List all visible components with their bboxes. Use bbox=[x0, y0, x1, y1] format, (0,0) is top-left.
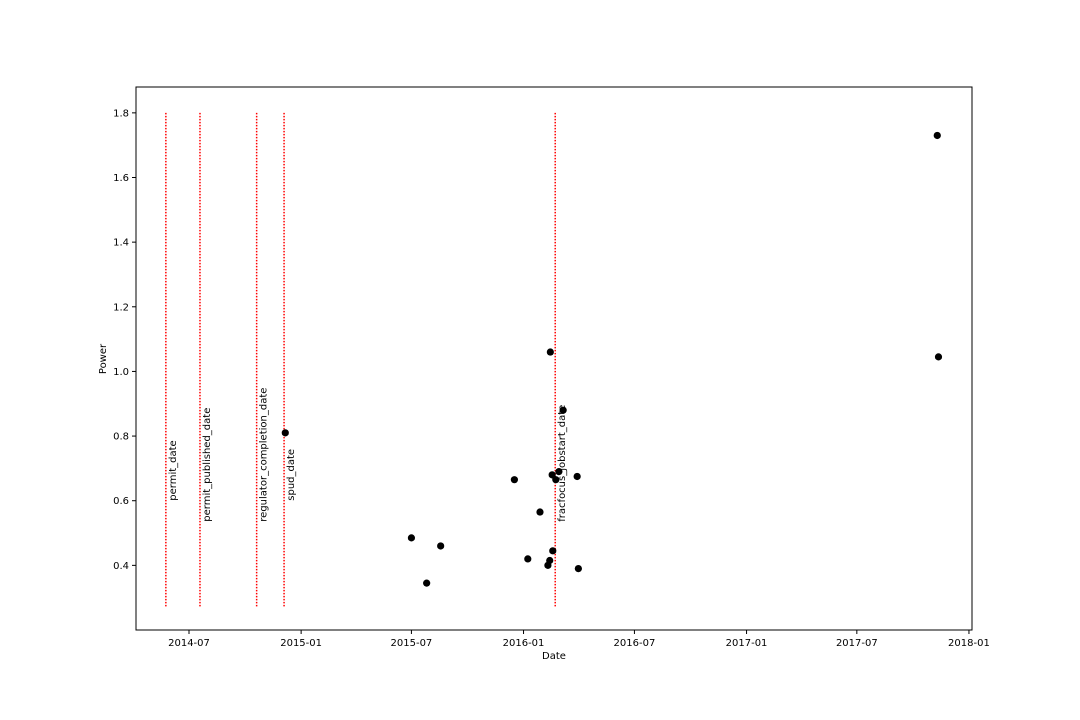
y-tick-label: 1.6 bbox=[113, 173, 129, 184]
x-tick-label: 2015-07 bbox=[391, 638, 433, 649]
data-point bbox=[437, 542, 445, 550]
data-points bbox=[281, 131, 943, 587]
data-point bbox=[281, 429, 289, 437]
event-label: permit_date bbox=[168, 440, 179, 500]
data-point bbox=[574, 564, 582, 573]
y-axis-label: Power bbox=[98, 343, 109, 374]
x-axis-ticks: 2014-07 2015-01 2015-07 2016-01 2016-07 2017-… bbox=[168, 630, 990, 649]
data-point bbox=[573, 472, 581, 481]
data-point bbox=[524, 555, 532, 563]
x-tick-label: 2018-01 bbox=[948, 638, 990, 649]
event-label: permit_published_date bbox=[202, 408, 213, 522]
data-point bbox=[934, 353, 943, 361]
y-axis-ticks: 0.4 0.6 0.8 1.0 1.2 1.4 1.6 1.8 bbox=[113, 108, 136, 572]
data-point bbox=[510, 476, 518, 484]
x-tick-label: 2016-07 bbox=[614, 638, 656, 649]
y-tick-label: 0.4 bbox=[113, 561, 129, 572]
y-tick-label: 1.2 bbox=[113, 302, 129, 313]
data-point bbox=[546, 556, 554, 565]
y-tick-label: 1.0 bbox=[113, 367, 129, 378]
x-tick-label: 2014-07 bbox=[168, 638, 210, 649]
event-label: spud_date bbox=[286, 449, 297, 501]
x-tick-label: 2015-01 bbox=[280, 638, 322, 649]
x-axis-label: Date bbox=[542, 651, 566, 662]
x-tick-label: 2016-01 bbox=[503, 638, 545, 649]
x-tick-label: 2017-01 bbox=[726, 638, 768, 649]
data-point bbox=[559, 406, 567, 414]
data-point bbox=[407, 534, 416, 542]
y-tick-label: 0.6 bbox=[113, 496, 129, 507]
data-point bbox=[423, 579, 431, 587]
event-lines: permit_date permit_published_date regulato… bbox=[165, 112, 568, 608]
x-tick-label: 2017-07 bbox=[836, 638, 878, 649]
data-point bbox=[536, 508, 544, 516]
y-tick-label: 0.8 bbox=[113, 432, 129, 443]
event-label: fracfocus_jobstart_date bbox=[557, 405, 568, 522]
data-point bbox=[546, 348, 554, 356]
data-point bbox=[933, 131, 941, 140]
event-label: regulator_completion_date bbox=[259, 388, 270, 522]
y-tick-label: 1.4 bbox=[113, 238, 129, 249]
data-point bbox=[552, 476, 560, 484]
data-point bbox=[555, 468, 563, 476]
plot-area bbox=[135, 86, 973, 631]
data-point bbox=[549, 547, 557, 555]
y-tick-label: 1.8 bbox=[113, 108, 129, 119]
